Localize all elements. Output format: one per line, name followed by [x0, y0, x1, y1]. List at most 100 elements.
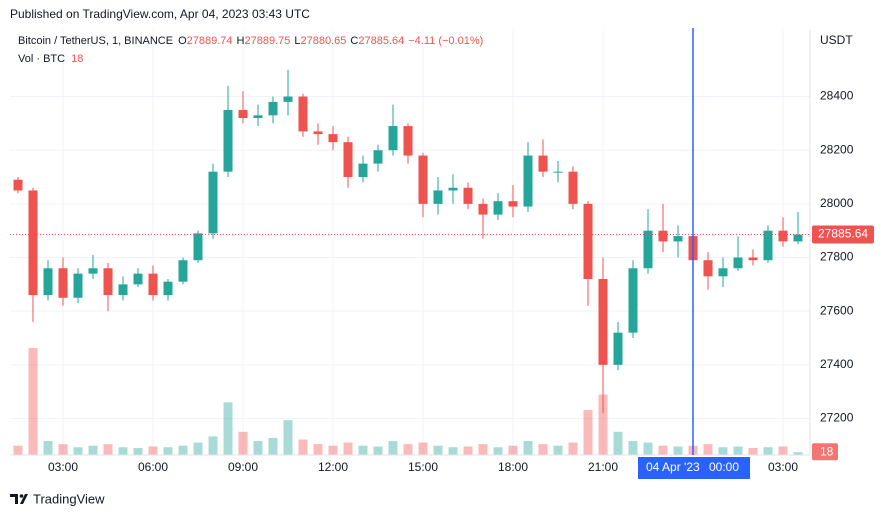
- volume-bar: [703, 444, 713, 455]
- volume-bar: [403, 444, 413, 455]
- volume-bar: [778, 446, 788, 455]
- volume-bar: [643, 442, 653, 455]
- volume-bar: [418, 442, 428, 455]
- volume-bar: [343, 442, 353, 455]
- y-tick-label: 28200: [820, 142, 854, 156]
- volume-bar: [283, 420, 293, 455]
- candle-body: [118, 284, 128, 296]
- volume-bar: [328, 445, 338, 455]
- volume-bar: [298, 439, 308, 455]
- candle-body: [373, 150, 383, 164]
- volume-bar: [598, 394, 608, 455]
- volume-bar: [613, 431, 623, 455]
- volume-bar: [568, 442, 578, 455]
- x-tick-label: 03:00: [48, 460, 78, 474]
- last-price-label: 27885.64: [818, 227, 868, 241]
- candle-body: [448, 187, 458, 191]
- volume-bar: [358, 445, 368, 455]
- candle-body: [673, 236, 683, 242]
- volume-bar: [58, 444, 68, 455]
- x-tick-label: 12:00: [318, 460, 348, 474]
- candle-body: [478, 203, 488, 215]
- candle-body: [613, 332, 623, 365]
- volume-bar: [13, 445, 23, 455]
- candle-body: [313, 131, 323, 135]
- volume-bar: [763, 447, 773, 455]
- candle-body: [463, 187, 473, 204]
- candle-body: [193, 233, 203, 261]
- legend-key: L: [294, 35, 300, 47]
- crosshair-date: 04 Apr '23: [646, 460, 700, 474]
- candle-body: [658, 230, 668, 242]
- volume-bar: [523, 441, 533, 455]
- candle-body: [163, 281, 173, 296]
- volume-label: 18: [820, 444, 834, 458]
- candle-body: [538, 155, 548, 172]
- candle-body: [73, 273, 83, 298]
- candle-body: [358, 163, 368, 178]
- volume-bar: [733, 446, 743, 455]
- y-tick-label: 27400: [820, 357, 854, 371]
- volume-bar: [583, 410, 593, 455]
- candle-body: [43, 268, 53, 296]
- volume-bar: [208, 436, 218, 455]
- volume-bar: [793, 452, 803, 455]
- volume-bar: [388, 441, 398, 455]
- volume-bar: [163, 447, 173, 455]
- candle-body: [763, 230, 773, 261]
- volume-bar: [748, 448, 758, 455]
- crosshair-time: 00:00: [709, 460, 739, 474]
- volume-bar: [448, 447, 458, 455]
- legend-value: 27889.74: [187, 35, 233, 47]
- volume-bar: [178, 445, 188, 455]
- candle-body: [208, 171, 218, 234]
- volume-bar: [373, 446, 383, 455]
- plot: [10, 30, 810, 455]
- y-tick-label: 28000: [820, 196, 854, 210]
- volume-bar: [253, 441, 263, 455]
- candle-body: [253, 115, 263, 119]
- volume-bar: [673, 446, 683, 455]
- candle-body: [733, 257, 743, 269]
- legend: Bitcoin / TetherUS, 1, BINANCE O 27889.74 H…: [18, 35, 483, 65]
- candle-body: [178, 260, 188, 282]
- candle-body: [133, 273, 143, 285]
- x-tick-label: 15:00: [408, 460, 438, 474]
- candle-body: [718, 268, 728, 277]
- candle-body: [508, 201, 518, 207]
- candle-body: [493, 201, 503, 215]
- candle-body: [703, 260, 713, 277]
- volume-bar: [148, 446, 158, 455]
- logo: TradingView: [10, 491, 105, 506]
- volume-bar: [658, 445, 668, 455]
- legend-change: −4.11 (−0.01%): [408, 35, 483, 47]
- volume-bar: [313, 444, 323, 455]
- candle-body: [283, 96, 293, 102]
- candle-body: [748, 257, 758, 261]
- y-tick-label: 27200: [820, 411, 854, 425]
- volume-bar: [463, 446, 473, 455]
- x-tick-label: 18:00: [498, 460, 528, 474]
- candle-body: [88, 268, 98, 274]
- x-tick-label: 21:00: [588, 460, 618, 474]
- volume-bar: [508, 445, 518, 455]
- candle-body: [523, 155, 533, 207]
- legend-value: 27880.65: [301, 35, 347, 47]
- x-tick-label: 06:00: [138, 460, 168, 474]
- candle-body: [793, 234, 803, 242]
- candle-body: [343, 142, 353, 178]
- unit-label: USDT: [820, 33, 853, 47]
- volume-bar: [718, 447, 728, 455]
- x-tick-label: 03:00: [768, 460, 798, 474]
- candle-body: [418, 155, 428, 204]
- candle-body: [643, 230, 653, 269]
- volume-bar: [223, 402, 233, 455]
- candle-body: [403, 126, 413, 156]
- volume-bar: [88, 445, 98, 455]
- candle-body: [598, 278, 608, 365]
- legend-key: O: [178, 35, 187, 47]
- legend-value: 27889.75: [245, 35, 291, 47]
- volume-bar: [493, 447, 503, 455]
- crosshair-tag: [638, 457, 751, 479]
